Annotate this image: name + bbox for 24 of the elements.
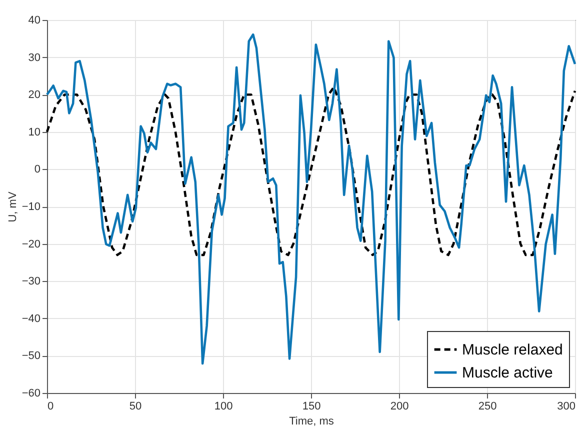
x-tick-label: 0	[48, 400, 54, 412]
y-tick-label: −40	[22, 312, 40, 325]
y-tick-label: 10	[28, 126, 40, 138]
legend-label: Muscle active	[462, 364, 553, 382]
line-series	[46, 33, 576, 365]
y-tick-label: 40	[28, 14, 40, 26]
y-tick-label: 20	[28, 89, 40, 102]
y-tick-label: −60	[22, 388, 40, 400]
line-series	[46, 86, 576, 256]
x-tick-label: 150	[302, 400, 321, 412]
x-tick-label: 300	[557, 400, 576, 412]
x-tick-label: 100	[214, 400, 233, 412]
x-tick-label: 200	[390, 400, 409, 412]
y-tick-label: −20	[22, 238, 40, 250]
x-tick-label: 50	[129, 400, 142, 412]
legend-label: Muscle relaxed	[462, 342, 563, 358]
y-tick-label: 30	[28, 52, 40, 64]
y-tick-label: −30	[22, 276, 40, 288]
y-tick-label: 0	[34, 164, 40, 176]
y-axis-title: U, mV	[6, 191, 19, 222]
y-tick-label: −10	[22, 201, 40, 213]
y-tick-label: −50	[22, 350, 40, 362]
x-tick-label: 250	[478, 400, 497, 412]
x-axis-title: Time, ms	[289, 416, 334, 428]
